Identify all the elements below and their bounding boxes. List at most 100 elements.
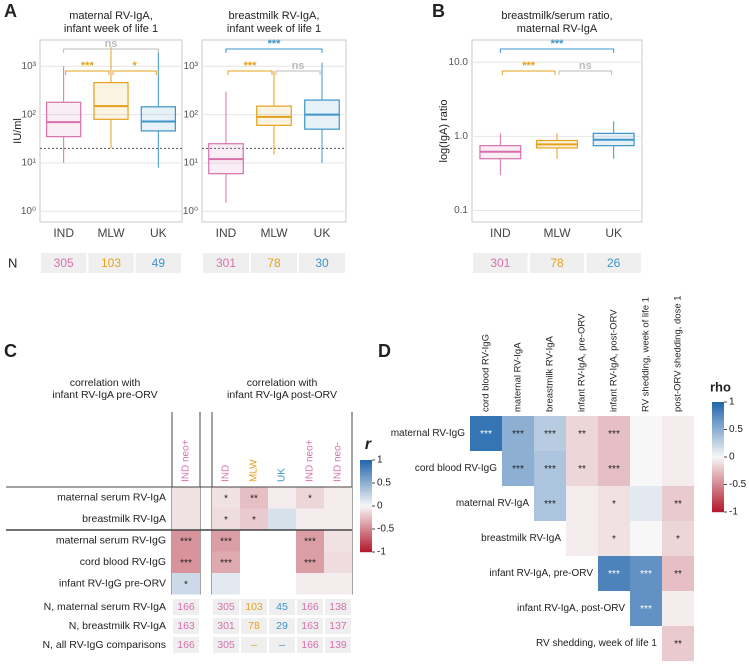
colorbar-step bbox=[712, 418, 724, 421]
plot-area bbox=[471, 39, 643, 223]
n-value: 305 bbox=[217, 601, 235, 613]
cell-label: * bbox=[252, 515, 256, 526]
heat-cell bbox=[324, 530, 352, 552]
n-cell bbox=[473, 253, 528, 273]
chart-title: maternal RV-IgA, bbox=[69, 10, 153, 22]
column-label: IND bbox=[221, 465, 232, 482]
colorbar-tick-label: -0.5 bbox=[729, 479, 747, 490]
colorbar-step bbox=[360, 500, 372, 503]
cell-label: *** bbox=[304, 536, 316, 547]
n-cell bbox=[213, 599, 239, 615]
column-label: post-ORV shedding, dose 1 bbox=[673, 295, 684, 412]
colorbar-step bbox=[360, 480, 372, 483]
cell-label: *** bbox=[608, 569, 620, 580]
chart-title: breastmilk/serum ratio, bbox=[501, 10, 612, 22]
colorbar-step bbox=[360, 530, 372, 533]
significance-bracket bbox=[501, 70, 556, 75]
colorbar-step bbox=[360, 464, 372, 467]
colorbar-step bbox=[712, 506, 724, 509]
colorbar-step bbox=[712, 482, 724, 485]
n-value: 30 bbox=[315, 256, 329, 270]
heat-cell bbox=[566, 416, 598, 451]
significance-label: ns bbox=[105, 38, 118, 50]
n-value: 78 bbox=[550, 256, 564, 270]
cell-label: *** bbox=[640, 604, 652, 615]
significance-bracket bbox=[225, 48, 323, 53]
cell-label: ** bbox=[674, 639, 682, 650]
column-label: infant RV-IgA, post-ORV bbox=[609, 309, 620, 412]
n-row-label: N, breastmilk RV-IgA bbox=[69, 620, 166, 632]
x-tick-label: UK bbox=[605, 226, 622, 240]
n-cell bbox=[298, 253, 346, 273]
group-title: correlation with bbox=[247, 377, 318, 389]
group-title: infant RV-IgA pre-ORV bbox=[52, 389, 157, 401]
heat-cell bbox=[212, 530, 240, 552]
colorbar-step bbox=[360, 546, 372, 549]
heat-cell bbox=[662, 486, 694, 521]
n-value: 103 bbox=[245, 601, 263, 613]
heat-cell bbox=[172, 508, 200, 530]
significance-label: *** bbox=[551, 38, 565, 50]
n-value: 138 bbox=[329, 601, 347, 613]
cell-label: ** bbox=[578, 429, 586, 440]
n-cell bbox=[325, 637, 351, 653]
colorbar-step bbox=[712, 484, 724, 487]
n-value: 78 bbox=[248, 620, 260, 632]
chart-title: breastmilk RV-IgA, bbox=[229, 10, 320, 22]
colorbar-step bbox=[360, 518, 372, 521]
colorbar-step bbox=[712, 402, 724, 405]
row-label: infant RV-IgA, pre-ORV bbox=[489, 568, 593, 579]
heat-cell bbox=[662, 521, 694, 556]
heat-cell bbox=[534, 451, 566, 486]
x-tick-label: IND bbox=[53, 226, 74, 240]
significance-bracket bbox=[65, 70, 110, 75]
x-tick-label: MLW bbox=[97, 226, 125, 240]
heat-cell bbox=[630, 521, 662, 556]
cell-label: *** bbox=[512, 464, 524, 475]
colorbar-step bbox=[360, 514, 372, 517]
cell-label: *** bbox=[544, 499, 556, 510]
heat-cell bbox=[296, 508, 324, 530]
colorbar-title: rho bbox=[710, 379, 731, 394]
heat-cell bbox=[566, 451, 598, 486]
colorbar-step bbox=[360, 494, 372, 497]
cell-label: *** bbox=[220, 536, 232, 547]
heat-cell bbox=[630, 486, 662, 521]
colorbar-step bbox=[360, 542, 372, 545]
n-cell bbox=[269, 637, 295, 653]
n-cell bbox=[88, 253, 134, 273]
cell-label: * bbox=[612, 534, 616, 545]
colorbar-step bbox=[360, 472, 372, 475]
colorbar-step bbox=[712, 510, 724, 513]
colorbar-step bbox=[712, 452, 724, 455]
y-tick-label: 10² bbox=[22, 109, 37, 120]
n-cell bbox=[241, 599, 267, 615]
significance-bracket bbox=[227, 70, 273, 75]
n-row-label: N, all RV-IgG comparisons bbox=[42, 639, 166, 651]
x-tick-label: MLW bbox=[543, 226, 571, 240]
colorbar-step bbox=[360, 496, 372, 499]
heat-cell bbox=[662, 416, 694, 451]
significance-bracket bbox=[275, 70, 321, 75]
heat-cell bbox=[502, 416, 534, 451]
y-tick-label: 10² bbox=[184, 109, 199, 120]
row-label: breastmilk RV-IgA bbox=[481, 533, 561, 544]
n-value: 301 bbox=[216, 256, 236, 270]
heat-cell bbox=[598, 416, 630, 451]
heat-cell bbox=[212, 487, 240, 509]
column-label: IND neo+ bbox=[305, 439, 316, 482]
significance-label: *** bbox=[268, 38, 282, 50]
colorbar-step bbox=[712, 466, 724, 469]
n-value: 305 bbox=[54, 256, 74, 270]
colorbar-step bbox=[360, 516, 372, 519]
colorbar-step bbox=[360, 550, 372, 553]
heat-cell bbox=[662, 591, 694, 626]
heat-cell bbox=[630, 591, 662, 626]
cell-label: *** bbox=[480, 429, 492, 440]
n-cell bbox=[213, 637, 239, 653]
heat-cell bbox=[172, 530, 200, 552]
colorbar-step bbox=[712, 476, 724, 479]
heat-cell bbox=[662, 451, 694, 486]
cell-label: ** bbox=[674, 499, 682, 510]
colorbar-step bbox=[360, 524, 372, 527]
